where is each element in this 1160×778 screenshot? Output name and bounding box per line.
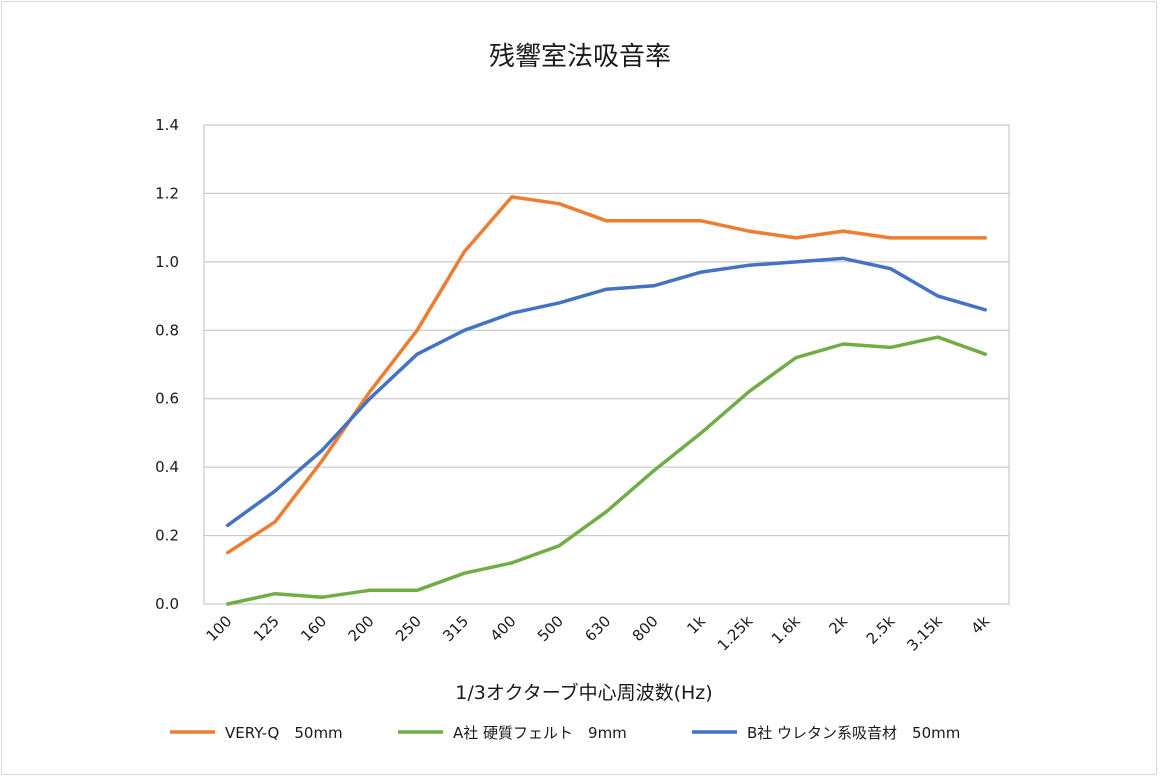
x-tick-label: 1.25k	[714, 612, 757, 655]
y-tick-label: 0.6	[155, 390, 179, 408]
x-tick-label: 3.15k	[903, 612, 946, 655]
x-tick-label: 2k	[825, 612, 851, 638]
x-tick-label: 630	[581, 612, 614, 645]
legend-label: VERY-Q 50mm	[225, 724, 343, 742]
x-tick-label: 315	[439, 612, 472, 645]
legend: VERY-Q 50mm A社 硬質フェルト 9mm B社 ウレタン系吸音材 50mm	[170, 724, 960, 742]
y-tick-label: 1.4	[155, 116, 179, 134]
y-tick-label: 1.0	[155, 253, 179, 271]
plot-area-border	[203, 124, 1010, 605]
y-tick-label: 0.8	[155, 321, 179, 339]
series-lines	[225, 195, 988, 606]
x-tick-label: 4k	[968, 612, 994, 638]
x-tick-label: 200	[345, 612, 378, 645]
y-tick-label: 0.4	[155, 458, 179, 476]
gridlines	[204, 192, 1009, 537]
x-tick-label: 1k	[683, 612, 709, 638]
y-tick-label: 0.2	[155, 527, 179, 545]
x-tick-label: 250	[392, 612, 425, 645]
chart-title: 残響室法吸音率	[489, 42, 671, 72]
series-line-2	[225, 256, 988, 528]
y-axis-ticks: 0.0 0.2 0.4 0.6 0.8 1.0 1.2 1.4	[155, 116, 179, 613]
y-tick-label: 1.2	[155, 184, 179, 202]
x-tick-label: 2.5k	[863, 612, 899, 648]
x-tick-label: 160	[297, 612, 330, 645]
series-line-1	[225, 335, 988, 606]
x-tick-label: 1.6k	[768, 612, 804, 648]
legend-label: B社 ウレタン系吸音材 50mm	[747, 724, 960, 742]
x-tick-label: 800	[629, 612, 662, 645]
y-tick-label: 0.0	[155, 595, 179, 613]
x-tick-label: 100	[203, 612, 236, 645]
legend-label: A社 硬質フェルト 9mm	[453, 724, 627, 742]
x-axis-ticks: 100 125 160 200 250 315 400 500 630 800 1k 1.25k 1.6…	[203, 612, 994, 655]
x-tick-label: 125	[250, 612, 283, 645]
x-tick-label: 500	[534, 612, 567, 645]
x-axis-label: 1/3オクターブ中心周波数(Hz)	[455, 681, 712, 704]
x-tick-label: 400	[487, 612, 520, 645]
series-line-0	[225, 195, 988, 555]
